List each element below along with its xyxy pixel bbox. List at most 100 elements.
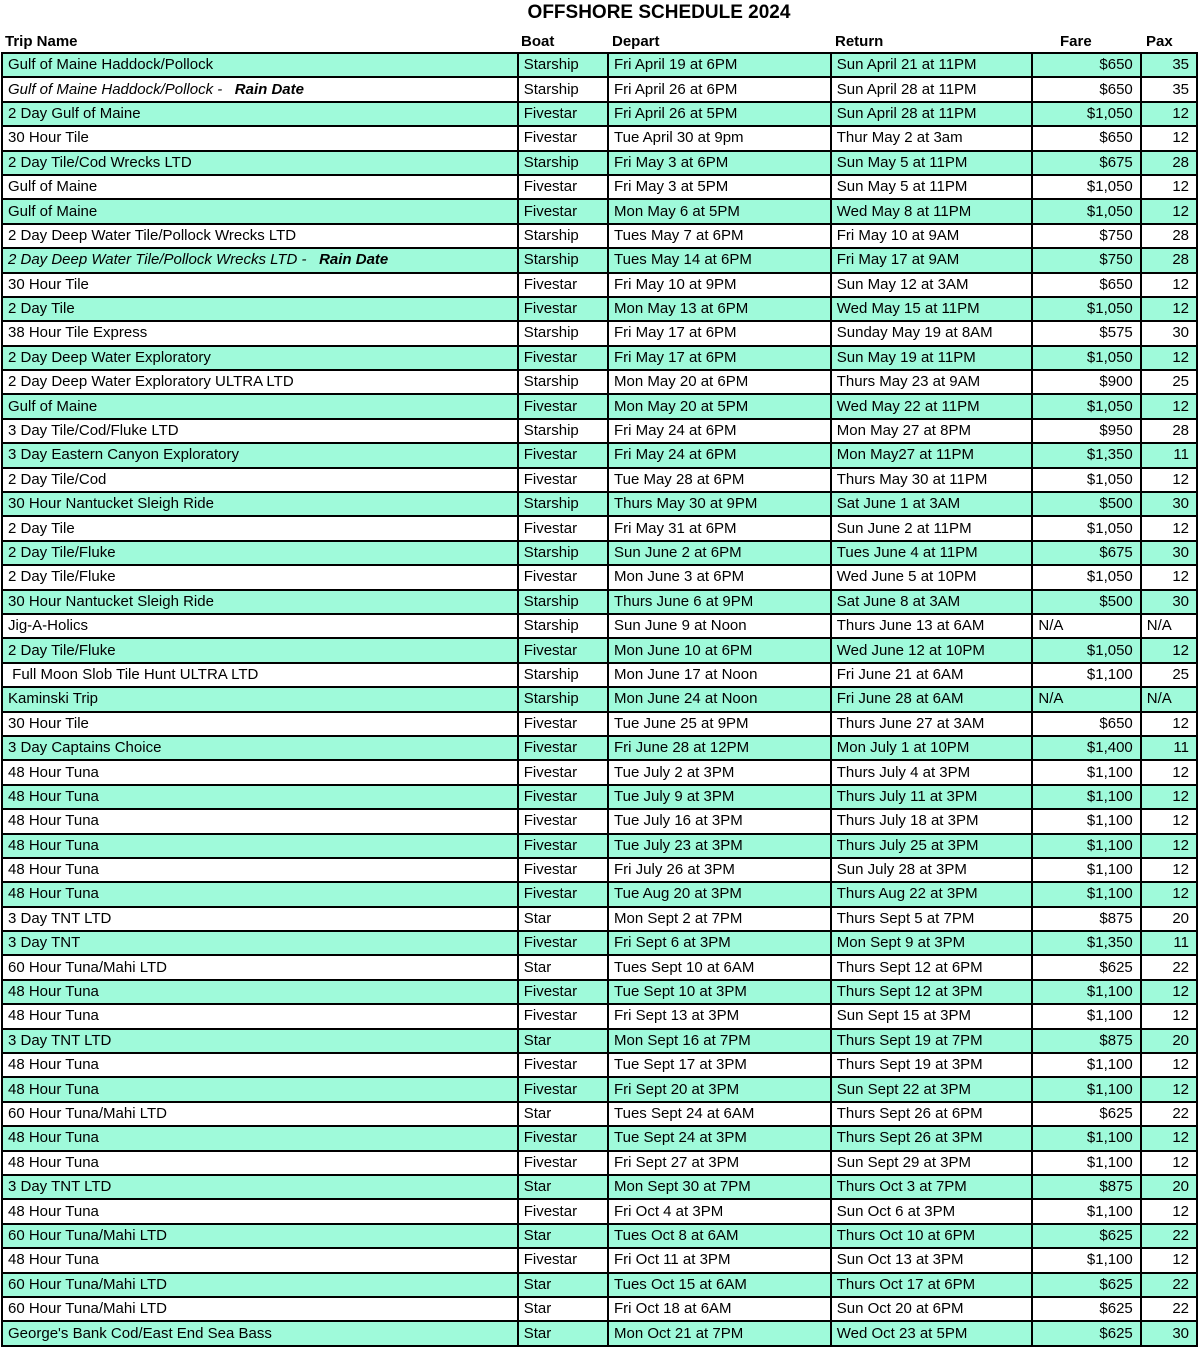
return-cell[interactable]: Thurs Sept 12 at 3PM xyxy=(829,978,1034,1006)
boat-cell[interactable]: Fivestar xyxy=(516,856,610,884)
return-cell[interactable]: Thurs Sept 26 at 3PM xyxy=(829,1125,1034,1152)
trip-name-cell[interactable]: 48 Hour Tuna xyxy=(1,759,519,786)
table-row[interactable]: 2 Day Tile/Cod Wrecks LTD Starship Fri May… xyxy=(1,149,1199,176)
boat-cell[interactable]: Fivestar xyxy=(516,978,610,1006)
pax-cell[interactable]: 20 xyxy=(1139,905,1199,933)
table-row[interactable]: 2 Day Deep Water Exploratory Fivestar Fri … xyxy=(1,344,1199,372)
return-cell[interactable]: Sunday May 19 at 8AM xyxy=(829,320,1034,347)
boat-cell[interactable]: Fivestar xyxy=(516,1003,610,1030)
fare-cell[interactable]: $1,100 xyxy=(1031,881,1142,908)
return-cell[interactable]: Thurs May 23 at 9AM xyxy=(829,369,1034,396)
trip-name-cell[interactable]: Gulf of Maine xyxy=(1,198,519,225)
fare-cell[interactable]: $625 xyxy=(1031,954,1142,981)
fare-cell[interactable]: $1,100 xyxy=(1031,1051,1142,1079)
depart-cell[interactable]: Fri Sept 20 at 3PM xyxy=(607,1076,832,1103)
depart-cell[interactable]: Fri May 31 at 6PM xyxy=(607,515,832,542)
depart-cell[interactable]: Mon June 3 at 6PM xyxy=(607,564,832,591)
pax-cell[interactable]: 12 xyxy=(1139,881,1199,908)
trip-name-cell[interactable]: Gulf of Maine xyxy=(1,393,519,420)
trip-name-cell[interactable]: 2 Day Deep Water Exploratory ULTRA LTD xyxy=(1,369,519,396)
return-cell[interactable]: Sun May 12 at 3AM xyxy=(829,271,1034,298)
return-cell[interactable]: Wed May 8 at 11PM xyxy=(829,198,1034,225)
boat-cell[interactable]: Fivestar xyxy=(516,1051,610,1079)
table-row[interactable]: 48 Hour Tuna Fivestar Tue Sept 17 at 3PM Th… xyxy=(1,1051,1199,1079)
fare-cell[interactable]: $1,050 xyxy=(1031,198,1142,225)
return-cell[interactable]: Sat June 1 at 3AM xyxy=(829,491,1034,518)
boat-cell[interactable]: Fivestar xyxy=(516,832,610,859)
trip-name-cell[interactable]: 2 Day Gulf of Maine xyxy=(1,100,519,128)
table-row[interactable]: 3 Day Captains Choice Fivestar Fri June 28… xyxy=(1,734,1199,762)
trip-name-cell[interactable]: 48 Hour Tuna xyxy=(1,978,519,1006)
boat-cell[interactable]: Fivestar xyxy=(516,344,610,372)
boat-cell[interactable]: Fivestar xyxy=(516,1125,610,1152)
depart-cell[interactable]: Mon Sept 2 at 7PM xyxy=(607,905,832,933)
depart-cell[interactable]: Mon Sept 16 at 7PM xyxy=(607,1027,832,1055)
pax-cell[interactable]: 35 xyxy=(1139,76,1199,103)
depart-cell[interactable]: Tue July 16 at 3PM xyxy=(607,808,832,835)
pax-cell[interactable]: 28 xyxy=(1139,247,1199,274)
boat-cell[interactable]: Star xyxy=(516,1173,610,1201)
depart-cell[interactable]: Thurs May 30 at 9PM xyxy=(607,491,832,518)
fare-cell[interactable]: $1,050 xyxy=(1031,637,1142,664)
fare-cell[interactable]: $625 xyxy=(1031,1320,1142,1347)
table-row[interactable]: 2 Day Deep Water Tile/Pollock Wrecks LTD… xyxy=(1,247,1199,274)
trip-name-cell[interactable]: 3 Day Tile/Cod/Fluke LTD xyxy=(1,417,519,445)
boat-cell[interactable]: Star xyxy=(516,1222,610,1250)
fare-cell[interactable]: $1,050 xyxy=(1031,344,1142,372)
trip-name-cell[interactable]: 2 Day Tile/Fluke xyxy=(1,637,519,664)
table-row[interactable]: 3 Day TNT LTD Star Mon Sept 2 at 7PM Thurs … xyxy=(1,905,1199,933)
fare-cell[interactable]: $575 xyxy=(1031,320,1142,347)
pax-cell[interactable]: 22 xyxy=(1139,954,1199,981)
return-cell[interactable]: Thurs Sept 12 at 6PM xyxy=(829,954,1034,981)
boat-cell[interactable]: Star xyxy=(516,1100,610,1128)
pax-cell[interactable]: 12 xyxy=(1139,295,1199,323)
fare-cell[interactable]: $875 xyxy=(1031,1173,1142,1201)
pax-cell[interactable]: 25 xyxy=(1139,369,1199,396)
boat-cell[interactable]: Fivestar xyxy=(516,783,610,811)
pax-cell[interactable]: 12 xyxy=(1139,1076,1199,1103)
table-row[interactable]: 30 Hour Tile Fivestar Fri May 10 at 9PM Sun… xyxy=(1,271,1199,298)
depart-cell[interactable]: Thurs June 6 at 9PM xyxy=(607,588,832,616)
fare-cell[interactable]: $1,100 xyxy=(1031,1003,1142,1030)
depart-cell[interactable]: Mon June 10 at 6PM xyxy=(607,637,832,664)
trip-name-cell[interactable]: 60 Hour Tuna/Mahi LTD xyxy=(1,954,519,981)
table-row[interactable]: 48 Hour Tuna Fivestar Fri July 26 at 3PM Su… xyxy=(1,856,1199,884)
return-cell[interactable]: Thur May 2 at 3am xyxy=(829,125,1034,152)
pax-cell[interactable]: 30 xyxy=(1139,539,1199,567)
table-row[interactable]: 48 Hour Tuna Fivestar Tue July 16 at 3PM Th… xyxy=(1,808,1199,835)
trip-name-cell[interactable]: 48 Hour Tuna xyxy=(1,1051,519,1079)
pax-cell[interactable]: 11 xyxy=(1139,734,1199,762)
boat-cell[interactable]: Fivestar xyxy=(516,1247,610,1274)
depart-cell[interactable]: Tue Sept 17 at 3PM xyxy=(607,1051,832,1079)
pax-cell[interactable]: 25 xyxy=(1139,661,1199,689)
table-row[interactable]: 30 Hour Tile Fivestar Tue April 30 at 9pm T… xyxy=(1,125,1199,152)
table-row[interactable]: 3 Day Eastern Canyon Exploratory Fivestar… xyxy=(1,442,1199,469)
pax-cell[interactable]: 28 xyxy=(1139,417,1199,445)
return-cell[interactable]: Thurs Sept 5 at 7PM xyxy=(829,905,1034,933)
table-row[interactable]: 30 Hour Nantucket Sleigh Ride Starship Thu… xyxy=(1,491,1199,518)
boat-cell[interactable]: Fivestar xyxy=(516,930,610,957)
fare-cell[interactable]: $1,100 xyxy=(1031,832,1142,859)
boat-cell[interactable]: Fivestar xyxy=(516,442,610,469)
trip-name-cell[interactable]: 38 Hour Tile Express xyxy=(1,320,519,347)
trip-name-cell[interactable]: Kaminski Trip xyxy=(1,686,519,713)
return-cell[interactable]: Thurs June 27 at 3AM xyxy=(829,710,1034,737)
table-row[interactable]: 2 Day Tile/Fluke Fivestar Mon June 10 at 6… xyxy=(1,637,1199,664)
table-row[interactable]: 60 Hour Tuna/Mahi LTD Star Tues Oct 15 at … xyxy=(1,1271,1199,1298)
depart-cell[interactable]: Fri May 17 at 6PM xyxy=(607,344,832,372)
table-row[interactable]: 60 Hour Tuna/Mahi LTD Star Tues Sept 24 at… xyxy=(1,1100,1199,1128)
boat-cell[interactable]: Starship xyxy=(516,76,610,103)
depart-cell[interactable]: Tues Sept 10 at 6AM xyxy=(607,954,832,981)
table-row[interactable]: 60 Hour Tuna/Mahi LTD Star Fri Oct 18 at 6… xyxy=(1,1295,1199,1323)
table-row[interactable]: 48 Hour Tuna Fivestar Tue July 2 at 3PM Thu… xyxy=(1,759,1199,786)
fare-cell[interactable]: $650 xyxy=(1031,76,1142,103)
pax-cell[interactable]: 12 xyxy=(1139,808,1199,835)
table-row[interactable]: 60 Hour Tuna/Mahi LTD Star Tues Sept 10 at… xyxy=(1,954,1199,981)
table-row[interactable]: Gulf of Maine Fivestar Mon May 20 at 5PM We… xyxy=(1,393,1199,420)
trip-name-cell[interactable]: 2 Day Tile/Fluke xyxy=(1,564,519,591)
depart-cell[interactable]: Tues May 14 at 6PM xyxy=(607,247,832,274)
pax-cell[interactable]: 12 xyxy=(1139,515,1199,542)
return-cell[interactable]: Sat June 8 at 3AM xyxy=(829,588,1034,616)
depart-cell[interactable]: Fri May 24 at 6PM xyxy=(607,417,832,445)
trip-name-cell[interactable]: 48 Hour Tuna xyxy=(1,856,519,884)
